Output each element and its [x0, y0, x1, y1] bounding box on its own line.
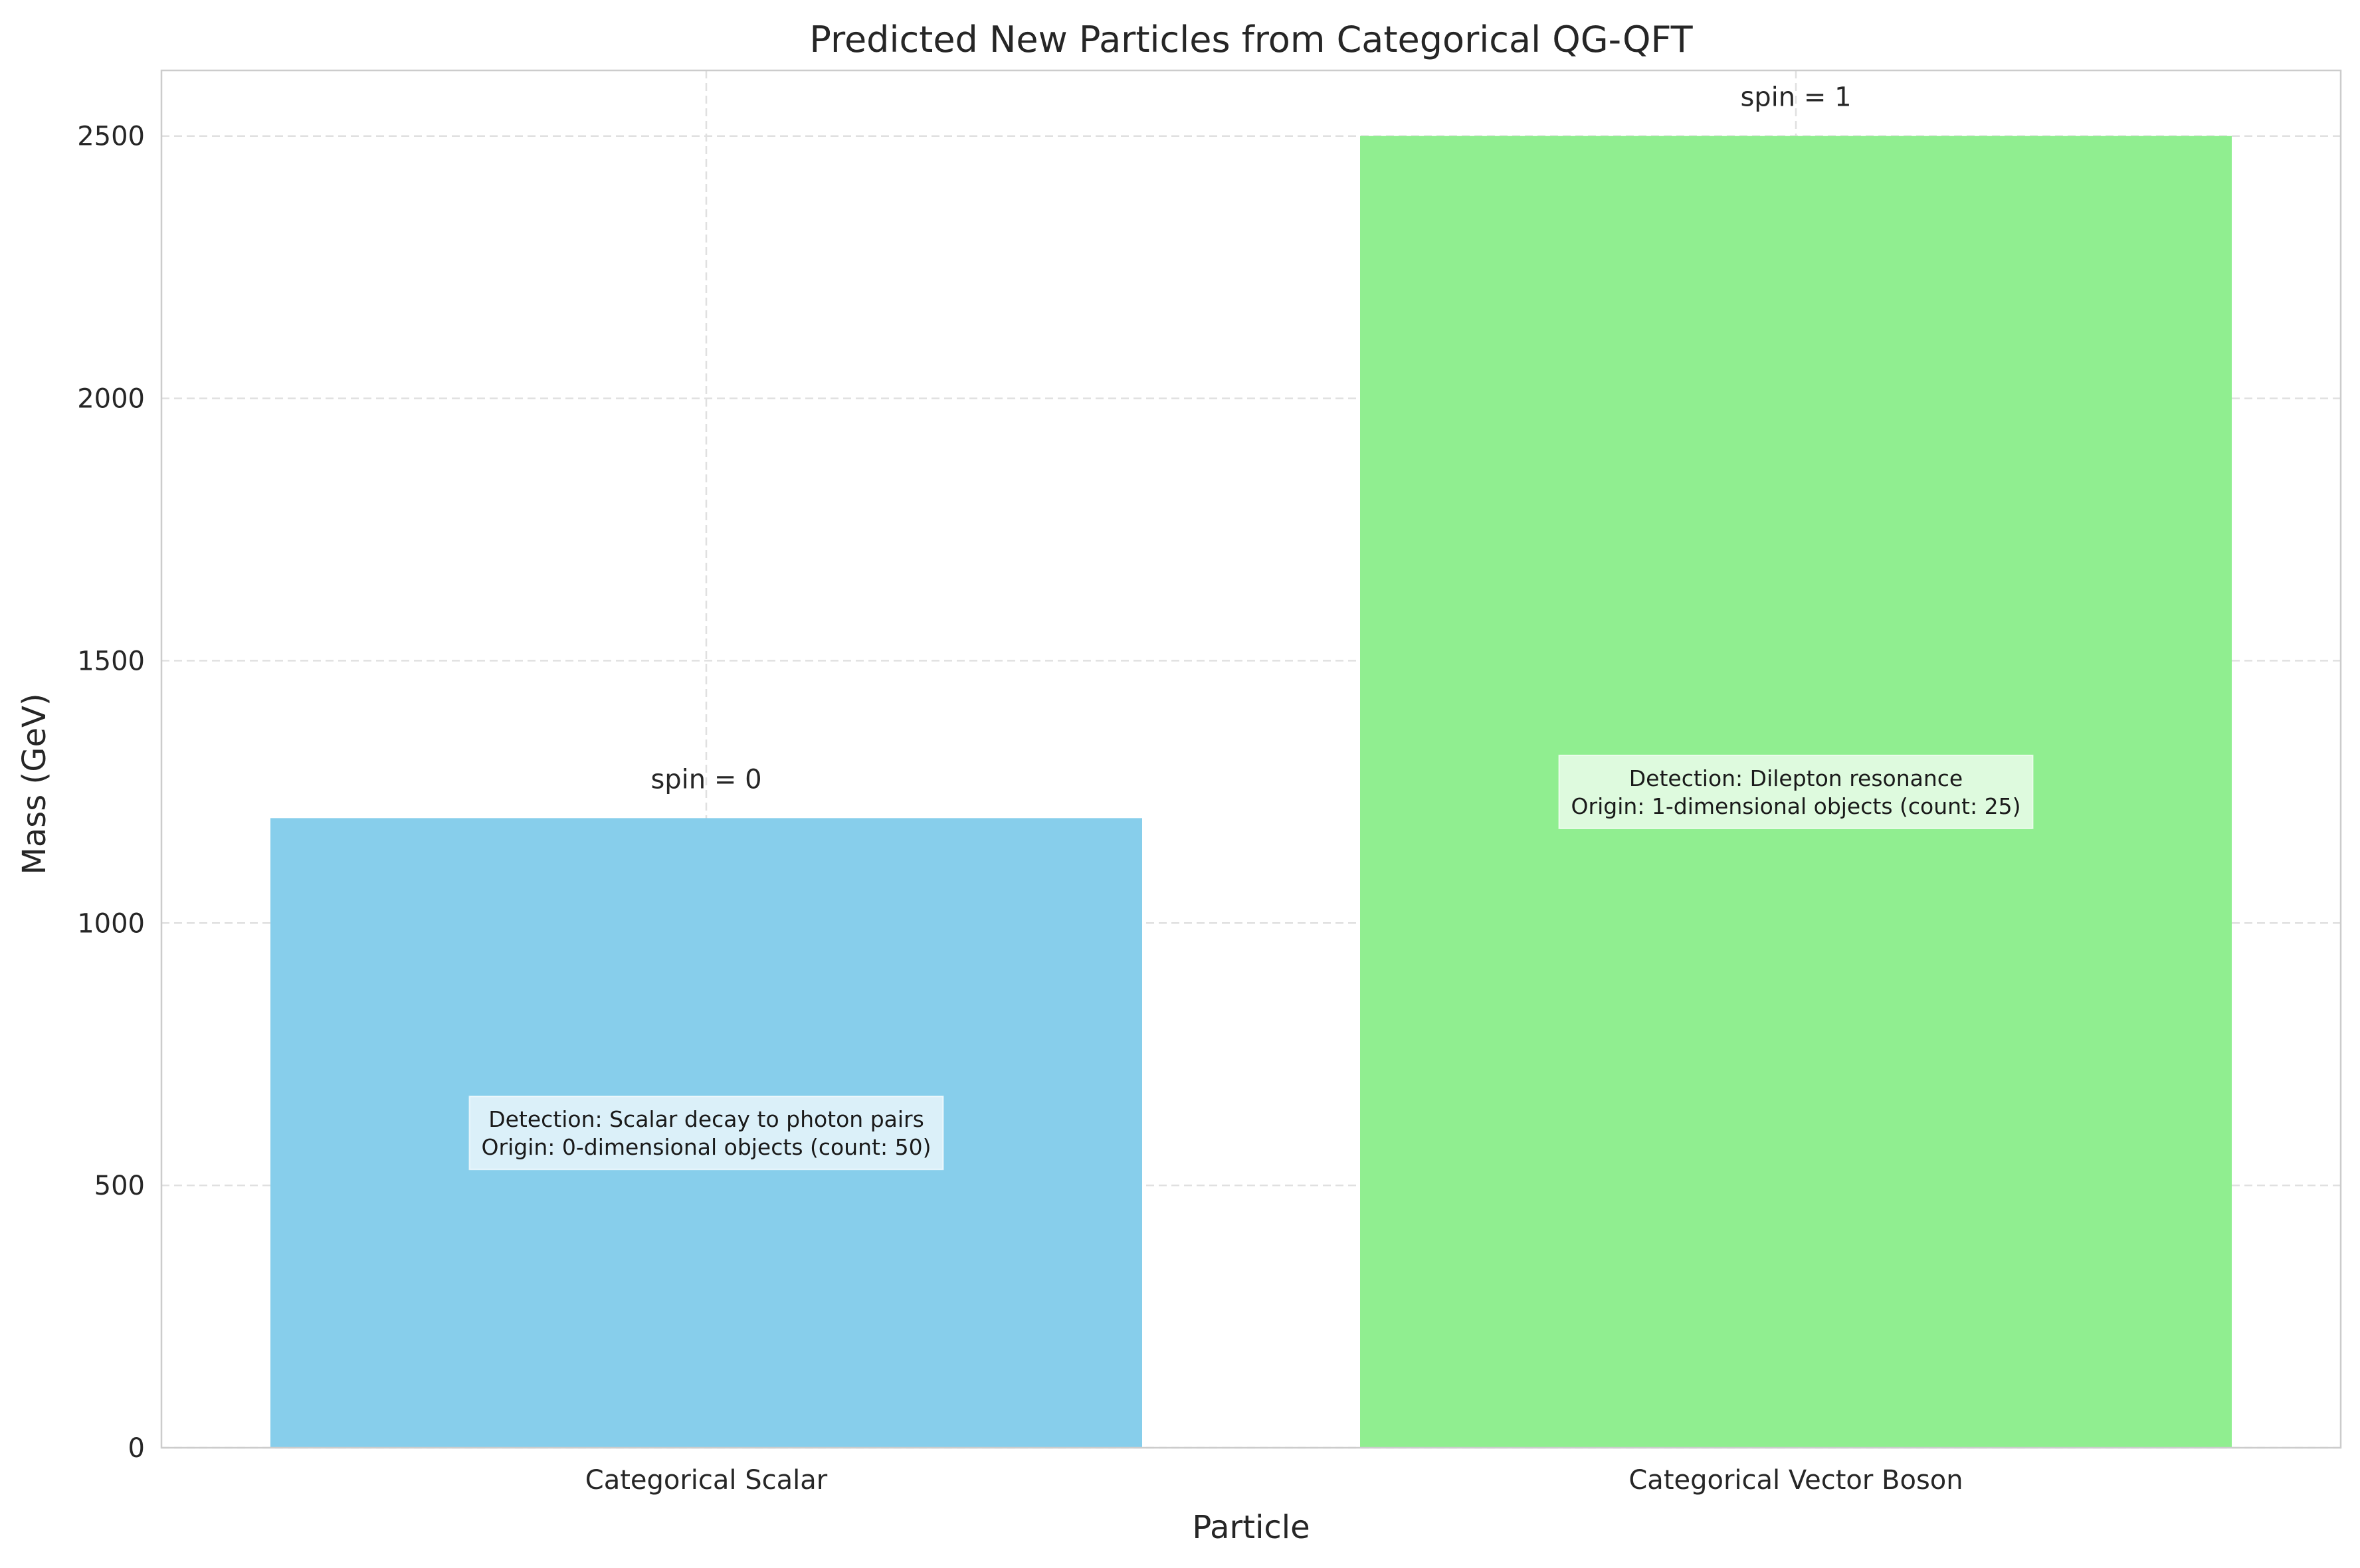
- bar-label: spin = 1: [1740, 82, 1851, 113]
- y-tick-label: 2500: [77, 122, 145, 152]
- y-tick-label: 1000: [77, 908, 145, 939]
- annotation-box: Detection: Scalar decay to photon pairsO…: [468, 1096, 944, 1171]
- annotation-text: Detection: Dilepton resonance: [1629, 765, 1963, 791]
- y-tick-label: 0: [128, 1433, 145, 1464]
- x-tick-label: Categorical Scalar: [585, 1465, 828, 1496]
- annotation-background: [468, 1096, 944, 1171]
- annotation-text: Origin: 1-dimensional objects (count: 25…: [1571, 793, 2021, 819]
- annotation-text: Detection: Scalar decay to photon pairs: [488, 1106, 924, 1132]
- annotation-background: [1558, 754, 2034, 829]
- plot-frame: [160, 69, 2342, 1449]
- y-tick-label: 2000: [77, 384, 145, 415]
- x-tick-label: Categorical Vector Boson: [1628, 1465, 1963, 1496]
- annotation-text: Origin: 0-dimensional objects (count: 50…: [482, 1134, 932, 1160]
- y-tick-label: 1500: [77, 646, 145, 676]
- x-axis-label: Particle: [1192, 1509, 1310, 1546]
- annotations: Detection: Scalar decay to photon pairsO…: [468, 754, 2034, 1171]
- chart-title: Predicted New Particles from Categorical…: [809, 19, 1693, 60]
- bar-label: spin = 0: [650, 764, 761, 795]
- y-tick-label: 500: [94, 1171, 145, 1201]
- axis-ticks: 0 500 1000 1500 2000 2500 Categorical Scalar Ca…: [77, 122, 1963, 1496]
- y-axis-label: Mass (GeV): [16, 693, 53, 874]
